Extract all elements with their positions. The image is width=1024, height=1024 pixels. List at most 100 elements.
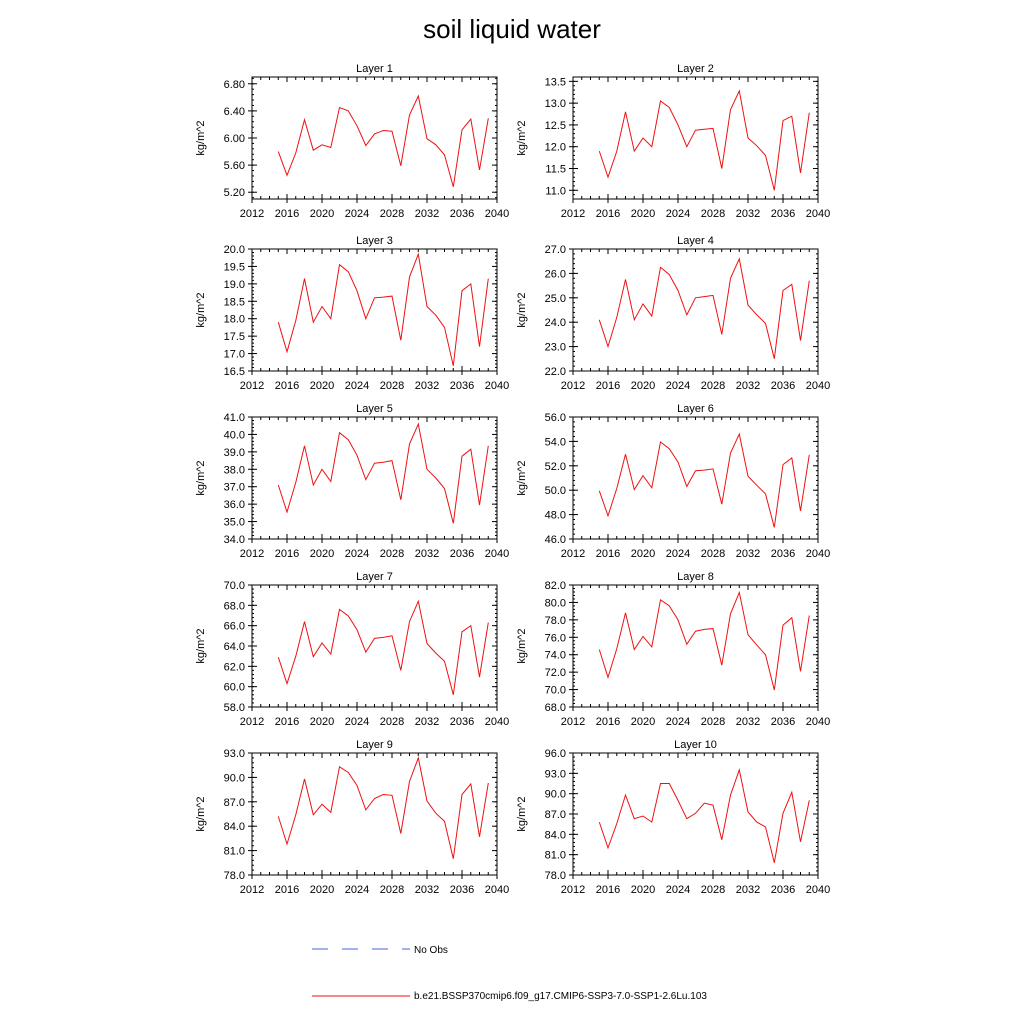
y-tick-label: 17.5 <box>224 331 245 343</box>
x-tick-label: 2016 <box>596 380 620 392</box>
plot-frame <box>251 416 498 540</box>
panel-layer-1: Layer 1 kg/m^2 2012 2016 2020 2024 2028 2032 203… <box>195 63 509 220</box>
y-tick-label: 23.0 <box>545 342 566 354</box>
y-tick-label: 19.0 <box>224 279 245 291</box>
x-tick-label: 2028 <box>380 380 404 392</box>
x-tick-label: 2016 <box>275 716 299 728</box>
series-line-model <box>598 432 810 528</box>
y-tick-label: 58.0 <box>224 702 245 714</box>
x-tick-label: 2040 <box>806 716 830 728</box>
y-tick-label: 84.0 <box>545 829 566 841</box>
y-tick-label: 80.0 <box>545 597 566 609</box>
x-tick-label: 2012 <box>561 716 585 728</box>
legend-obs-label: No Obs <box>414 945 448 956</box>
y-axis-label: kg/m^2 <box>195 292 207 327</box>
y-tick-label: 6.40 <box>224 106 245 118</box>
y-tick-label: 56.0 <box>545 412 566 424</box>
series-line-model <box>598 590 810 691</box>
plot-frame <box>572 584 819 708</box>
y-tick-label: 74.0 <box>545 650 566 662</box>
y-tick-label: 37.0 <box>224 482 245 494</box>
plot-frame <box>251 76 498 200</box>
y-tick-label: 90.0 <box>224 772 245 784</box>
x-tick-label: 2040 <box>806 380 830 392</box>
x-tick-label: 2036 <box>771 716 795 728</box>
x-tick-label: 2036 <box>450 208 474 220</box>
y-tick-label: 11.5 <box>545 164 566 176</box>
series-line-model <box>598 89 810 191</box>
x-tick-label: 2032 <box>415 208 439 220</box>
x-tick-label: 2020 <box>631 548 655 560</box>
x-tick-label: 2032 <box>415 380 439 392</box>
panel-layer-9: Layer 9 kg/m^2 2012 2016 2020 2024 2028 2032 203… <box>195 739 509 896</box>
x-tick-label: 2012 <box>561 380 585 392</box>
x-tick-label: 2028 <box>701 548 725 560</box>
x-tick-label: 2036 <box>450 548 474 560</box>
x-tick-label: 2016 <box>596 208 620 220</box>
y-tick-label: 68.0 <box>545 702 566 714</box>
x-tick-label: 2040 <box>806 208 830 220</box>
y-tick-label: 81.0 <box>545 850 566 862</box>
y-axis-label: kg/m^2 <box>195 628 207 663</box>
x-tick-label: 2036 <box>450 380 474 392</box>
panel-layer-5: Layer 5 kg/m^2 2012 2016 2020 2024 2028 2032 203… <box>195 403 509 560</box>
x-tick-label: 2024 <box>345 380 369 392</box>
series-line-model <box>598 768 810 863</box>
y-tick-label: 6.80 <box>224 79 245 91</box>
series-line-model <box>277 94 489 187</box>
chart-title: soil liquid water <box>423 14 601 44</box>
x-tick-label: 2036 <box>771 548 795 560</box>
y-tick-label: 25.0 <box>545 293 566 305</box>
x-tick-label: 2036 <box>771 380 795 392</box>
x-tick-label: 2032 <box>415 884 439 896</box>
y-tick-label: 46.0 <box>545 534 566 546</box>
x-tick-label: 2032 <box>736 716 760 728</box>
panel-title: Layer 10 <box>674 739 717 751</box>
x-tick-label: 2012 <box>240 548 264 560</box>
x-tick-label: 2040 <box>485 548 509 560</box>
x-tick-label: 2016 <box>275 380 299 392</box>
x-tick-label: 2032 <box>736 208 760 220</box>
x-tick-label: 2024 <box>666 884 690 896</box>
y-axis-label: kg/m^2 <box>195 120 207 155</box>
y-axis-label: kg/m^2 <box>516 628 528 663</box>
x-tick-label: 2020 <box>631 380 655 392</box>
y-tick-label: 41.0 <box>224 412 245 424</box>
y-tick-label: 16.5 <box>224 366 245 378</box>
series-line-model <box>277 599 489 695</box>
x-tick-label: 2028 <box>701 716 725 728</box>
x-tick-label: 2020 <box>631 716 655 728</box>
series-line-model <box>277 756 489 859</box>
y-tick-label: 26.0 <box>545 268 566 280</box>
series-line-model <box>277 422 489 524</box>
series-line-model <box>277 252 489 366</box>
x-tick-label: 2028 <box>380 716 404 728</box>
x-tick-label: 2040 <box>806 884 830 896</box>
y-tick-label: 12.0 <box>545 142 566 154</box>
x-tick-label: 2028 <box>380 884 404 896</box>
x-tick-label: 2040 <box>485 884 509 896</box>
x-tick-label: 2020 <box>310 716 334 728</box>
y-tick-label: 78.0 <box>545 870 566 882</box>
panel-title: Layer 8 <box>677 571 714 583</box>
y-tick-label: 19.5 <box>224 261 245 273</box>
x-tick-label: 2020 <box>310 548 334 560</box>
y-tick-label: 87.0 <box>224 797 245 809</box>
y-tick-label: 76.0 <box>545 632 566 644</box>
x-tick-label: 2036 <box>771 208 795 220</box>
panel-title: Layer 7 <box>356 571 393 583</box>
x-tick-label: 2016 <box>275 884 299 896</box>
y-tick-label: 81.0 <box>224 846 245 858</box>
y-tick-label: 18.5 <box>224 296 245 308</box>
y-tick-label: 60.0 <box>224 682 245 694</box>
x-tick-label: 2020 <box>310 208 334 220</box>
y-axis-label: kg/m^2 <box>516 120 528 155</box>
x-tick-label: 2012 <box>561 884 585 896</box>
y-axis-label: kg/m^2 <box>195 460 207 495</box>
x-tick-label: 2012 <box>561 548 585 560</box>
x-tick-label: 2012 <box>240 716 264 728</box>
y-tick-label: 5.20 <box>224 187 245 199</box>
y-tick-label: 13.5 <box>545 76 566 88</box>
x-tick-label: 2024 <box>345 716 369 728</box>
